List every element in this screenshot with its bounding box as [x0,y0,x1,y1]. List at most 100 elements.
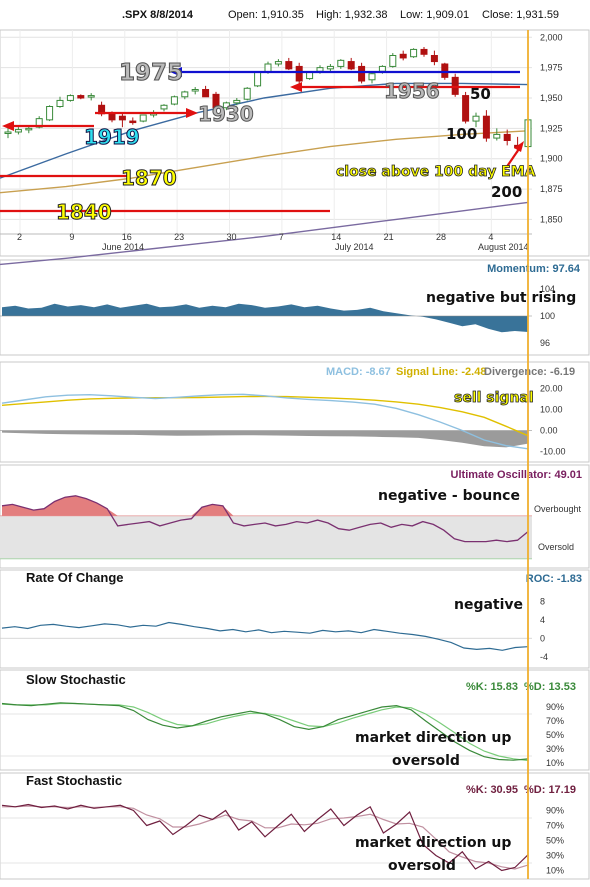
momentum-y-tick: 104 [540,284,555,294]
fast-stoch-y-tick: 50% [546,836,564,846]
candle-up [368,73,376,81]
candle-up [160,104,168,110]
fast-stochastic-series: 90% 70% 50% 30% 10% [0,803,564,876]
candle-up [316,67,324,72]
slow-stoch-k-line [1,702,529,761]
arrow-1975-head [170,67,182,77]
ultimate-oscillator-series [0,495,532,560]
macd-series: 20.00 10.00 0.00 -10.00 [0,383,566,457]
fast-d-readout: %D: 17.19 [524,784,576,796]
candle-down [462,95,470,122]
label-close-above-ema: close above 100 day EMA [336,164,536,180]
overbought-label: Overbought [534,504,582,514]
candle-up [46,106,54,121]
candle-down [451,76,459,95]
signal-readout: Signal Line: -2.48 [396,366,486,378]
label-1975: 1975 [119,60,183,86]
slow-d-readout: %D: 13.53 [524,681,576,693]
candle-down [482,115,490,139]
price-gridlines [0,30,532,235]
slow-stoch-y-tick: 50% [546,730,564,740]
roc-panel-frame [0,569,590,669]
macd-y-tick: 20.00 [540,383,563,393]
candle-up [139,114,147,122]
roc-readout: ROC: -1.83 [526,573,582,585]
candle-down [295,65,303,82]
candle-down [347,61,355,70]
slow-stoch-y-tick: 10% [546,758,564,768]
momentum-annotation: negative but rising [426,290,576,306]
label-ma200: 200 [491,183,522,201]
candle-up [233,99,241,104]
momentum-y-tick: 96 [540,338,550,348]
fast-annotation-direction: market direction up [355,835,511,851]
arrow-1956-head [290,82,302,92]
candle-down [420,48,428,55]
candle-down [285,61,293,70]
macd-panel-frame [0,361,590,463]
fast-stoch-title: Fast Stochastic [26,773,122,788]
roc-y-tick: -4 [540,652,548,662]
candle-down [202,89,210,98]
price-x-tick: 28 [436,232,446,242]
momentum-panel-frame [0,259,590,356]
price-y-tick: 1,975 [540,63,563,73]
roc-title: Rate Of Change [26,570,124,585]
price-tick-labels: 2,000 1,975 1,950 1,925 1,900 1,875 1,850 2 9 16 2… [17,32,563,242]
price-x-tick: 23 [174,232,184,242]
candle-up [378,65,386,72]
header-high: High: 1,932.38 [316,9,388,21]
candle-up [4,131,12,134]
fast-stoch-panel-frame [0,772,590,880]
momentum-y-tick: 100 [540,311,555,321]
fast-k-readout: %K: 30.95 [466,784,518,796]
fast-annotation-oversold: oversold [388,858,456,874]
roc-annotation: negative [454,597,523,613]
month-july: July 2014 [335,242,374,252]
roc-y-tick: 8 [540,596,545,606]
macd-readout: MACD: -8.67 [326,366,391,378]
candle-up [493,133,501,139]
fast-stoch-y-tick: 70% [546,821,564,831]
price-x-tick: 30 [226,232,236,242]
candle-up [25,127,33,131]
month-june: June 2014 [102,242,144,252]
header-symbol: .SPX 8/8/2014 [122,9,194,21]
candle-up [306,72,314,80]
fast-stoch-k-line [1,803,529,872]
candle-up [243,87,251,100]
candle-up [87,95,95,98]
ma-line-50 [0,82,529,179]
label-1930: 1930 [198,102,254,126]
ma-line-200 [0,201,529,266]
divergence-readout: Divergence: -6.19 [484,366,575,378]
moving-average-lines [0,82,529,266]
candle-up [410,48,418,58]
price-x-tick: 21 [384,232,394,242]
momentum-area [2,303,528,333]
price-y-tick: 1,900 [540,154,563,164]
price-labels: 1975 1956 1930 1919 1870 1840 50 100 200… [56,59,537,224]
slow-stoch-y-tick: 70% [546,716,564,726]
ultimate-panel-frame [0,464,590,569]
label-1870: 1870 [121,166,177,190]
fast-stoch-y-tick: 90% [546,806,564,816]
arrow-1930-head [186,108,198,118]
candle-down [503,133,511,142]
ult-line [1,495,529,543]
header-open: Open: 1,910.35 [228,9,304,21]
fast-stoch-y-tick: 10% [546,866,564,876]
candle-down [430,55,438,63]
price-panel-frame [0,29,590,257]
header-close: Close: 1,931.59 [482,9,559,21]
price-x-tick: 16 [122,232,132,242]
roc-y-tick: 0 [540,633,545,643]
price-x-tick: 9 [69,232,74,242]
candle-up [274,61,282,65]
month-august: August 2014 [478,242,529,252]
price-y-tick: 1,850 [540,214,563,224]
candle-up [56,99,64,108]
candle-up [472,115,480,122]
